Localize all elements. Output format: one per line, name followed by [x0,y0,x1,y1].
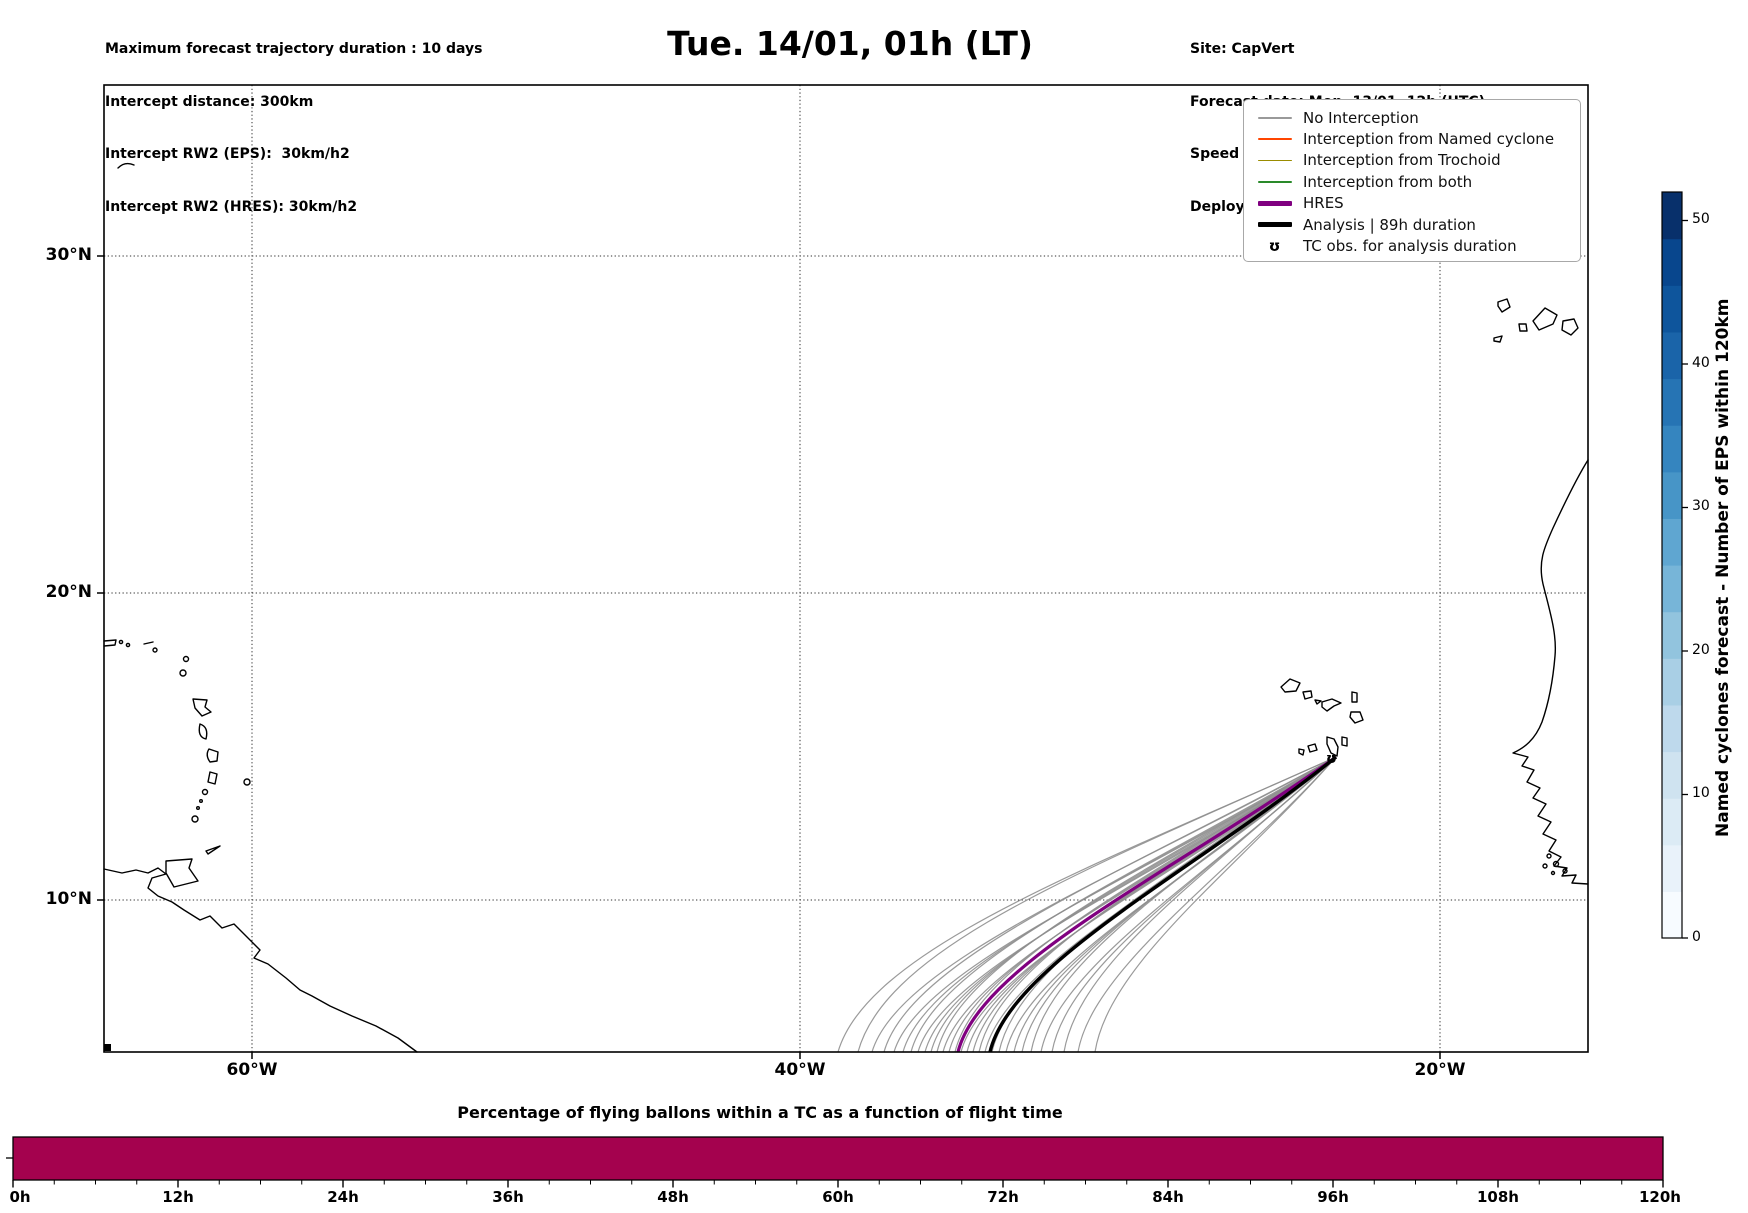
olive-line-icon [1256,159,1293,162]
coast-dominica [198,723,208,740]
coastlines [103,162,1589,1053]
x-tick-108h: 108h [1477,1188,1519,1206]
map-legend: No Interception Interception from Named … [1243,99,1581,262]
coast-guadeloupe [192,698,212,717]
lat-label-10n: 10°N [45,889,92,909]
tc-percentage-bar [12,1136,1664,1181]
coast-canary-islands [1493,298,1579,343]
cyclone-marker-icon: ʊ [1268,236,1281,255]
x-tick-60h: 60h [822,1188,854,1206]
x-tick-84h: 84h [1152,1188,1184,1206]
lon-label-60w: 60°W [226,1060,278,1080]
colorbar-tick-40: 40 [1692,355,1710,371]
x-tick-120h: 120h [1639,1188,1681,1206]
colorbar-tick-30: 30 [1692,498,1710,514]
param-intercept-distance: Intercept distance: 300km [105,93,314,110]
colorbar-tick-0: 0 [1692,929,1701,945]
legend-item-tc-obs: ʊ TC obs. for analysis duration [1256,235,1580,256]
lon-label-20w: 20°W [1414,1060,1466,1080]
lat-label-20n: 20°N [45,582,92,602]
legend-item-interception-named-cyclone: Interception from Named cyclone [1256,128,1580,149]
bar-axis-ticks [12,1180,1664,1188]
legend-item-interception-trochoid: Interception from Trochoid [1256,150,1580,171]
purple-line-icon [1256,201,1293,206]
x-tick-96h: 96h [1317,1188,1349,1206]
colorbar-tick-10: 10 [1692,785,1710,801]
eps-trajectories [837,756,1337,1053]
colorbar-gradient [1662,192,1682,939]
lat-label-30n: 30°N [45,245,92,265]
param-intercept-rw2-eps: Intercept RW2 (EPS): 30km/h2 [105,146,350,162]
coast-martinique [206,748,219,763]
x-tick-36h: 36h [492,1188,524,1206]
coast-bermuda [117,162,135,169]
meta-site: Site: CapVert [1190,41,1295,57]
colorbar-tick-50: 50 [1692,211,1710,227]
forecast-params: Maximum forecast trajectory duration : 1… [105,6,482,251]
tc-observation-marker: ʊ [1326,751,1337,767]
black-line-icon [1256,222,1293,227]
x-tick-12h: 12h [162,1188,194,1206]
x-tick-72h: 72h [987,1188,1019,1206]
green-line-icon [1256,180,1293,183]
hres-trajectory [956,755,1337,1053]
coast-st-lucia [207,771,218,785]
map-frame [103,84,1589,1053]
x-tick-24h: 24h [327,1188,359,1206]
page-title: Tue. 14/01, 01h (LT) [667,24,1033,63]
coast-south-america [103,867,418,1053]
coast-puerto-rico-tip [103,639,117,647]
legend-item-analysis: Analysis | 89h duration [1256,214,1580,235]
x-tick-48h: 48h [657,1188,689,1206]
param-intercept-rw2-hres: Intercept RW2 (HRES): 30km/h2 [105,198,358,215]
lon-label-40w: 40°W [774,1060,826,1080]
orange-line-icon [1256,138,1293,140]
map-axis-ticks [97,255,1441,1059]
x-tick-0h: 0h [9,1188,31,1206]
gray-line-icon [1256,116,1293,119]
coast-cape-verde [1280,678,1364,757]
coast-tobago [205,845,221,855]
coast-trinidad [165,858,199,888]
legend-item-hres: HRES [1256,193,1580,214]
colorbar-axis-label: Named cyclones forecast - Number of EPS … [1713,298,1733,838]
analysis-trajectory [988,755,1338,1053]
coast-west-africa [1512,459,1589,885]
colorbar-frame [1661,191,1683,939]
param-max-duration: Maximum forecast trajectory duration : 1… [105,41,483,57]
colorbar-ticks [1682,219,1688,939]
legend-item-no-interception: No Interception [1256,107,1580,128]
colorbar-tick-20: 20 [1692,642,1710,658]
legend-item-interception-both: Interception from both [1256,171,1580,192]
bar-chart-title: Percentage of flying ballons within a TC… [457,1103,1063,1122]
